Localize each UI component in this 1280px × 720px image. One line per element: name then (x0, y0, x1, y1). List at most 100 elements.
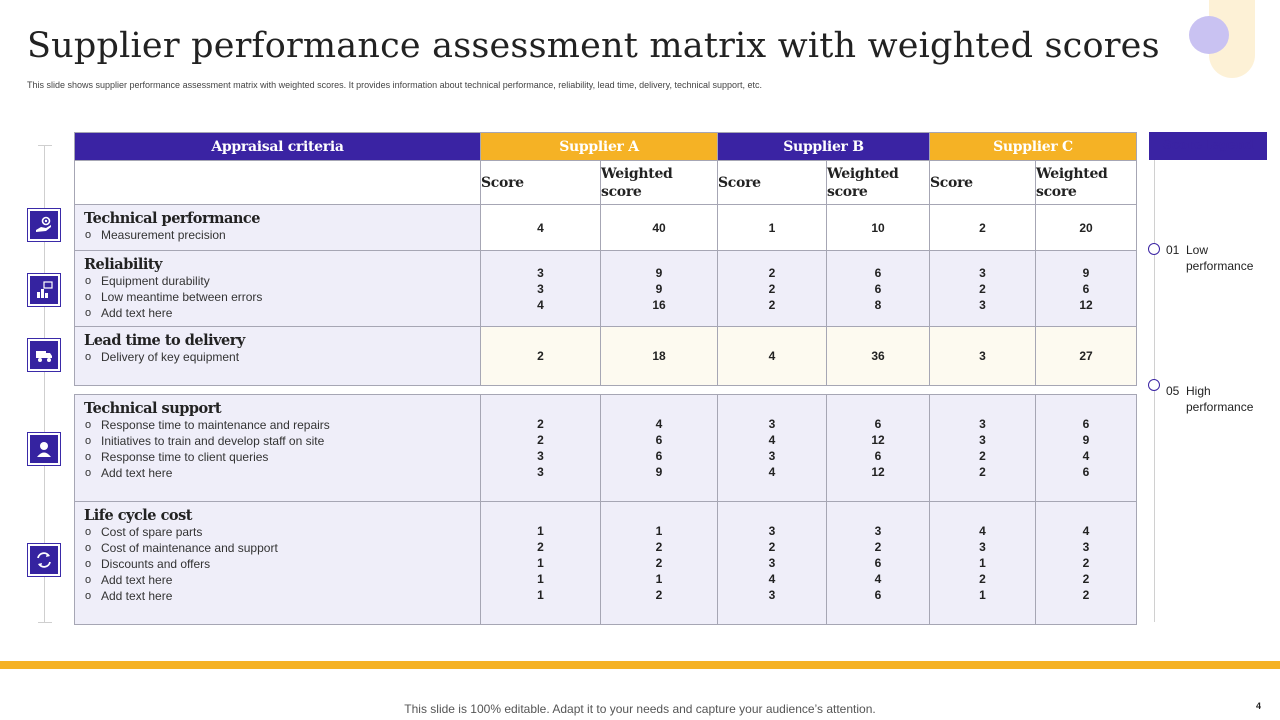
criteria-bullet: Discounts and offers (84, 556, 472, 572)
b-weighted-cell: 6 12 6 12 (826, 394, 930, 502)
score-value: 2 (537, 349, 544, 363)
criteria-bullets: Cost of spare partsCost of maintenance a… (84, 524, 472, 604)
criteria-rows-group-1: Technical performanceMeasurement precisi… (74, 204, 1137, 386)
b-weighted-cell: 10 (826, 204, 930, 251)
criteria-bullet: Delivery of key equipment (84, 349, 472, 365)
score-value: 9 (1082, 265, 1090, 280)
header-criteria: Appraisal criteria (74, 132, 481, 161)
legend-num: 01 (1166, 243, 1180, 257)
c-weighted-cell: 20 (1035, 204, 1137, 251)
score-value: 1 (768, 220, 776, 235)
score-value: 1 (537, 524, 544, 538)
a-weighted-cell: 9 9 16 (600, 250, 718, 327)
score-value: 2 (537, 540, 544, 554)
criteria-bullets: Response time to maintenance and repairs… (84, 417, 472, 481)
criteria-bullet: Low meantime between errors (84, 289, 472, 305)
delivery-truck-icon (27, 338, 61, 372)
a-score-cell: 1 2 1 1 1 (480, 501, 601, 625)
criteria-cell: Life cycle costCost of spare partsCost o… (74, 501, 481, 625)
score-value: 6 (874, 556, 882, 570)
score-value: 4 (979, 524, 986, 538)
legend-item-high: 05 High performance (1166, 383, 1264, 415)
legend-num: 05 (1166, 384, 1180, 398)
score-value: 2 (537, 433, 544, 447)
support-person-icon (27, 432, 61, 466)
score-value: 2 (655, 540, 663, 554)
criteria-bullet: Add text here (84, 465, 472, 481)
score-value: 4 (768, 349, 776, 363)
score-value: 12 (871, 433, 885, 447)
score-value: 3 (979, 349, 986, 363)
b-score-cell: 3 4 3 4 (717, 394, 827, 502)
score-value: 20 (1079, 220, 1093, 235)
score-value: 3 (979, 417, 986, 431)
a-weighted-cell: 1 2 2 1 2 (600, 501, 718, 625)
subheader-weighted: Weighted score (600, 160, 718, 205)
criteria-cell: Technical performanceMeasurement precisi… (74, 204, 481, 251)
criteria-cell: ReliabilityEquipment durabilityLow meant… (74, 250, 481, 327)
score-value: 2 (1082, 588, 1090, 602)
score-value: 36 (871, 349, 885, 363)
legend-dot (1148, 243, 1160, 255)
score-value: 40 (652, 220, 666, 235)
criteria-bullet: Add text here (84, 572, 472, 588)
criteria-bullet: Cost of maintenance and support (84, 540, 472, 556)
row-gap (74, 385, 1137, 395)
b-weighted-cell: 36 (826, 326, 930, 386)
header-supplier-c: Supplier C (929, 132, 1137, 161)
criteria-title: Technical support (84, 400, 222, 417)
score-value: 1 (537, 572, 544, 586)
score-value: 18 (652, 349, 666, 363)
criteria-bullet: Add text here (84, 588, 472, 604)
score-value: 1 (979, 588, 986, 602)
score-value: 2 (768, 265, 776, 280)
subheader-blank (74, 160, 481, 205)
criteria-bullets: Measurement precision (84, 227, 472, 243)
score-value: 1 (655, 524, 663, 538)
criteria-bullet: Measurement precision (84, 227, 472, 243)
subheader-weighted: Weighted score (826, 160, 930, 205)
score-value: 27 (1079, 349, 1093, 363)
subheader-score: Score (717, 160, 827, 205)
score-value: 6 (1082, 281, 1090, 296)
score-value: 6 (874, 588, 882, 602)
criteria-cell: Lead time to deliveryDelivery of key equ… (74, 326, 481, 386)
criteria-bullets: Delivery of key equipment (84, 349, 472, 365)
b-score-cell: 3 2 3 4 3 (717, 501, 827, 625)
score-value: 4 (537, 297, 544, 312)
score-value: 10 (871, 220, 885, 235)
criteria-row: Lead time to deliveryDelivery of key equ… (74, 326, 1137, 386)
criteria-title: Life cycle cost (84, 507, 192, 524)
footer-note: This slide is 100% editable. Adapt it to… (404, 702, 876, 716)
score-value: 3 (537, 265, 544, 280)
subheader-row: Score Weighted score Score Weighted scor… (74, 160, 1137, 205)
score-value: 8 (874, 297, 882, 312)
legend-dot (1148, 379, 1160, 391)
score-value: 2 (979, 281, 986, 296)
criteria-cell: Technical supportResponse time to mainte… (74, 394, 481, 502)
subheader-score: Score (480, 160, 601, 205)
c-score-cell: 3 3 2 2 (929, 394, 1036, 502)
criteria-bullet: Add text here (84, 305, 472, 321)
criteria-bullet: Response time to maintenance and repairs (84, 417, 472, 433)
score-value: 6 (1082, 417, 1090, 431)
criteria-bullet: Response time to client queries (84, 449, 472, 465)
criteria-rows-group-2: Technical supportResponse time to mainte… (74, 394, 1137, 625)
score-value: 9 (1082, 433, 1090, 447)
criteria-title: Technical performance (84, 210, 260, 227)
c-weighted-cell: 4 3 2 2 2 (1035, 501, 1137, 625)
score-value: 9 (655, 465, 663, 479)
b-weighted-cell: 3 2 6 4 6 (826, 501, 930, 625)
score-value: 4 (768, 465, 776, 479)
score-value: 3 (537, 281, 544, 296)
score-value: 3 (768, 556, 776, 570)
score-value: 1 (655, 572, 663, 586)
gear-hand-icon (27, 208, 61, 242)
score-value: 4 (537, 220, 544, 235)
score-value: 9 (655, 281, 663, 296)
score-value: 3 (537, 465, 544, 479)
score-value: 2 (979, 449, 986, 463)
